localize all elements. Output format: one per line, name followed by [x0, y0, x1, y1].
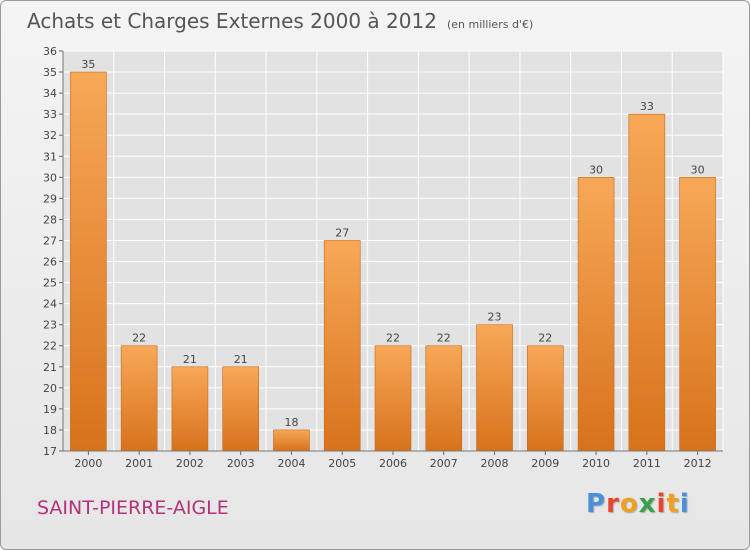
y-tick-label: 22: [43, 340, 57, 353]
y-tick-label: 36: [43, 45, 57, 58]
logo-letter: r: [606, 489, 620, 519]
x-tick-label: 2012: [684, 457, 712, 470]
x-tick-label: 2004: [277, 457, 305, 470]
data-label: 23: [488, 311, 502, 324]
y-tick-label: 33: [43, 108, 57, 121]
bar: [323, 240, 361, 452]
y-tick-label: 17: [43, 445, 57, 458]
y-tick-label: 27: [43, 234, 57, 247]
data-label: 30: [589, 163, 603, 176]
x-tick-label: 2008: [481, 457, 509, 470]
data-label: 35: [81, 58, 95, 71]
y-tick-label: 31: [43, 150, 57, 163]
bar: [527, 345, 564, 452]
x-tick-label: 2007: [430, 457, 458, 470]
logo-letter: P: [586, 489, 607, 519]
data-label: 22: [132, 332, 146, 345]
bar: [425, 345, 463, 452]
bar: [222, 366, 259, 452]
x-tick-label: 2001: [125, 457, 153, 470]
title-text: Achats et Charges Externes 2000 à 2012: [27, 9, 437, 33]
y-tick-label: 23: [43, 319, 57, 332]
commune-name: SAINT-PIERRE-AIGLE: [37, 497, 229, 519]
y-tick-label: 35: [43, 66, 57, 79]
bar: [171, 366, 209, 452]
y-tick-label: 19: [43, 403, 57, 416]
x-tick-label: 2011: [633, 457, 661, 470]
x-tick-label: 2003: [227, 457, 255, 470]
x-tick-label: 2002: [176, 457, 204, 470]
data-label: 22: [386, 332, 400, 345]
bar: [679, 177, 716, 452]
x-tick-label: 2009: [531, 457, 559, 470]
x-tick-label: 2010: [582, 457, 610, 470]
data-label: 22: [538, 332, 552, 345]
data-label: 21: [234, 353, 248, 366]
bar: [120, 345, 158, 452]
logo-letter: i: [656, 489, 667, 519]
y-tick-label: 24: [43, 298, 57, 311]
y-tick-label: 32: [43, 129, 57, 142]
x-tick-label: 2005: [328, 457, 356, 470]
bar: [70, 71, 107, 452]
data-label: 27: [335, 226, 349, 239]
bar: [374, 345, 412, 452]
data-label: 22: [437, 332, 451, 345]
data-label: 18: [284, 416, 298, 429]
x-tick-label: 2006: [379, 457, 407, 470]
bar: [476, 324, 513, 452]
y-tick-label: 18: [43, 424, 57, 437]
logo-letter: i: [679, 489, 690, 519]
bar: [628, 113, 666, 452]
y-tick-label: 34: [43, 87, 57, 100]
chart-title: Achats et Charges Externes 2000 à 2012 (e…: [27, 9, 533, 33]
logo-letter: t: [666, 489, 680, 519]
y-tick-label: 20: [43, 382, 57, 395]
y-tick-label: 30: [43, 171, 57, 184]
x-tick-label: 2000: [74, 457, 102, 470]
y-tick-label: 29: [43, 192, 57, 205]
logo-letter: x: [638, 489, 657, 519]
title-unit: (en milliers d'€): [446, 18, 534, 31]
data-label: 30: [691, 163, 705, 176]
y-tick-label: 25: [43, 277, 57, 290]
y-tick-label: 26: [43, 256, 57, 269]
proxiti-logo: Proxiti: [586, 489, 690, 519]
bar: [273, 429, 310, 452]
data-label: 21: [183, 353, 197, 366]
bar: [577, 177, 615, 452]
y-tick-label: 21: [43, 361, 57, 374]
logo-letter: o: [619, 489, 639, 519]
data-label: 33: [640, 100, 654, 113]
y-tick-label: 28: [43, 213, 57, 226]
